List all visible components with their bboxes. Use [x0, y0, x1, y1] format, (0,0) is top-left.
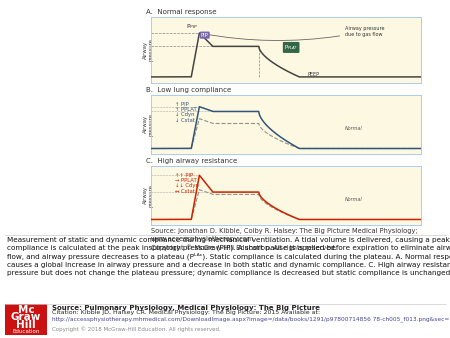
Text: ↓ Cdyn: ↓ Cdyn	[175, 112, 194, 117]
Text: PIP: PIP	[201, 33, 209, 38]
Text: Source: Jonathan D. Kibble, Colby R. Halsey: The Big Picture Medical Physiology;: Source: Jonathan D. Kibble, Colby R. Hal…	[151, 228, 417, 251]
Text: P$_{PIP}$: P$_{PIP}$	[186, 22, 199, 31]
Text: Graw: Graw	[11, 312, 41, 322]
Text: Source: Pulmonary Physiology, Medical Physiology: The Big Picture: Source: Pulmonary Physiology, Medical Ph…	[52, 305, 320, 311]
Text: C.  High airway resistance: C. High airway resistance	[146, 158, 238, 164]
Text: ↑ PPLAT: ↑ PPLAT	[175, 107, 197, 112]
Text: Measurement of static and dynamic compliance during mechanical ventilation. A ti: Measurement of static and dynamic compli…	[7, 237, 450, 276]
Text: Hill: Hill	[16, 320, 36, 330]
Text: ↓↓ Cdyn: ↓↓ Cdyn	[175, 183, 199, 188]
Y-axis label: Airway
pressure: Airway pressure	[143, 113, 153, 136]
Text: P$_{PLAT}$: P$_{PLAT}$	[284, 43, 298, 52]
Text: Mc: Mc	[18, 305, 34, 315]
Text: Education: Education	[12, 329, 40, 334]
Text: B.  Low lung compliance: B. Low lung compliance	[146, 87, 231, 93]
Text: Citation: Kibble JD, Halsey CR. Medical Physiology: The Big Picture; 2015 Availa: Citation: Kibble JD, Halsey CR. Medical …	[52, 310, 320, 315]
Y-axis label: Airway
pressure: Airway pressure	[143, 184, 153, 207]
Text: PEEP: PEEP	[307, 72, 320, 77]
Text: ↓ Cstat: ↓ Cstat	[175, 118, 195, 123]
Text: Normal: Normal	[345, 126, 363, 131]
Text: ↑↑ PIP: ↑↑ PIP	[175, 173, 193, 178]
Text: ↔ Cstat: ↔ Cstat	[175, 189, 195, 194]
Y-axis label: Airway
pressure: Airway pressure	[143, 38, 153, 62]
Text: Copyright © 2018 McGraw-Hill Education. All rights reserved.: Copyright © 2018 McGraw-Hill Education. …	[52, 326, 220, 332]
Text: → PPLAT: → PPLAT	[175, 178, 197, 183]
Text: ↑ PIP: ↑ PIP	[175, 102, 189, 107]
Text: Normal: Normal	[345, 197, 363, 202]
Text: http://accessphysiotherapy.mhmedical.com/DownloadImage.aspx?image=/data/books/12: http://accessphysiotherapy.mhmedical.com…	[52, 316, 450, 322]
Text: A.  Normal response: A. Normal response	[146, 9, 217, 15]
Text: Airway pressure
due to gas flow: Airway pressure due to gas flow	[203, 26, 385, 41]
